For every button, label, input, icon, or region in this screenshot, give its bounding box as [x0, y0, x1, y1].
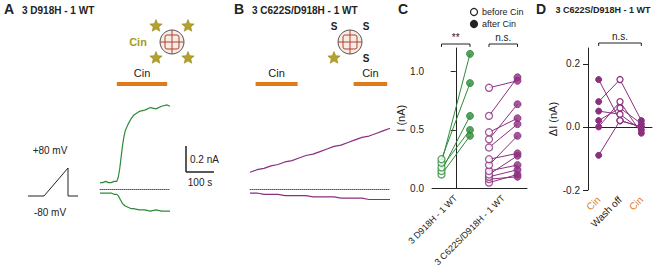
- svg-text:C: C: [398, 1, 408, 17]
- svg-text:S: S: [363, 53, 370, 64]
- svg-text:3 C622S/D918H - 1 WT: 3 C622S/D918H - 1 WT: [252, 5, 358, 16]
- svg-text:Cin: Cin: [627, 194, 645, 212]
- svg-text:n.s.: n.s.: [612, 31, 628, 42]
- svg-text:0.2 nA: 0.2 nA: [190, 154, 219, 165]
- svg-text:100 s: 100 s: [188, 177, 212, 188]
- svg-text:n.s.: n.s.: [495, 32, 511, 43]
- svg-text:after Cin: after Cin: [482, 19, 516, 29]
- svg-text:S: S: [363, 21, 370, 32]
- svg-text:0.2: 0.2: [566, 58, 580, 69]
- svg-text:D: D: [536, 1, 546, 17]
- svg-text:+80 mV: +80 mV: [33, 145, 68, 156]
- svg-text:ΔI (nA): ΔI (nA): [547, 102, 559, 136]
- svg-text:Cin: Cin: [134, 67, 151, 79]
- svg-text:S: S: [331, 21, 338, 32]
- svg-text:-80 mV: -80 mV: [34, 207, 67, 218]
- svg-text:Cin: Cin: [584, 194, 603, 213]
- svg-text:B: B: [234, 1, 244, 17]
- svg-text:0.5: 0.5: [410, 124, 424, 135]
- svg-text:Cin: Cin: [129, 36, 147, 48]
- svg-text:I (nA): I (nA): [395, 105, 407, 132]
- svg-text:3 D918H - 1 WT: 3 D918H - 1 WT: [22, 5, 94, 16]
- svg-text:A: A: [4, 1, 14, 17]
- svg-text:Cin: Cin: [362, 67, 379, 79]
- svg-text:Wash off: Wash off: [589, 194, 624, 229]
- svg-text:Cin: Cin: [268, 67, 285, 79]
- svg-text:-0.2: -0.2: [563, 185, 581, 196]
- svg-text:3 D918H - 1 WT: 3 D918H - 1 WT: [406, 193, 459, 246]
- svg-text:0.0: 0.0: [410, 183, 424, 194]
- svg-text:0.0: 0.0: [566, 121, 580, 132]
- svg-text:before Cin: before Cin: [482, 7, 524, 17]
- svg-text:3 C622S/D918H - 1 WT: 3 C622S/D918H - 1 WT: [433, 193, 508, 268]
- svg-text:**: **: [452, 32, 460, 43]
- svg-text:3 C622S/D918H - 1 WT: 3 C622S/D918H - 1 WT: [555, 5, 651, 15]
- svg-text:1.0: 1.0: [410, 66, 424, 77]
